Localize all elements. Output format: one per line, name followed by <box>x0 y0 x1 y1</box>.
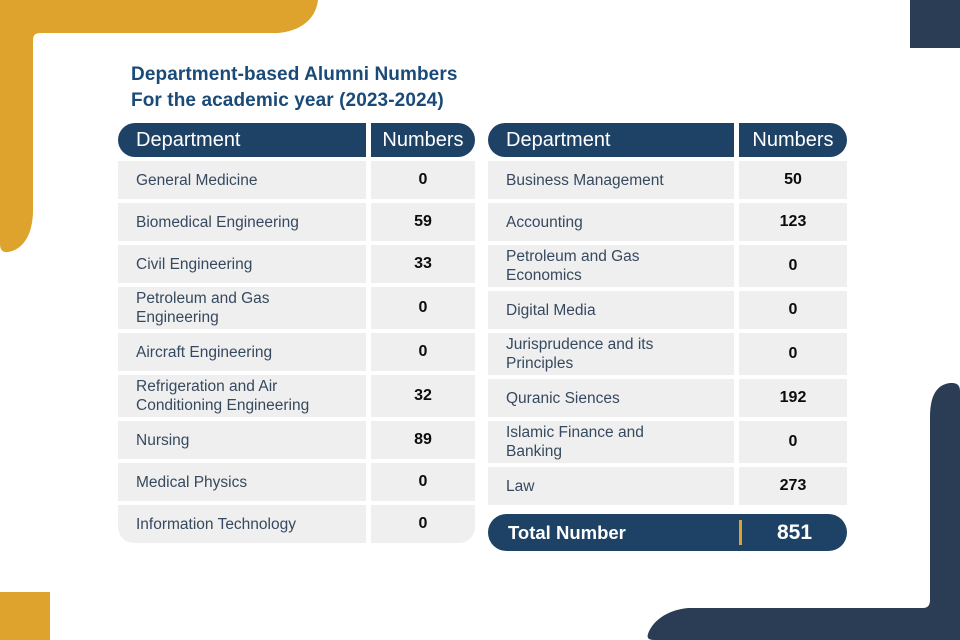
department-cell: Aircraft Engineering <box>118 333 366 371</box>
department-header: Department <box>118 123 366 157</box>
table-row: Petroleum and Gas Economics 0 <box>488 245 847 287</box>
total-row: Total Number 851 <box>488 514 847 551</box>
department-header: Department <box>488 123 734 157</box>
numbers-cell: 59 <box>371 203 475 241</box>
department-cell: Petroleum and Gas Economics <box>488 245 734 287</box>
numbers-cell: 0 <box>371 463 475 501</box>
numbers-header: Numbers <box>739 123 847 157</box>
total-value: 851 <box>776 520 813 544</box>
table-row: Petroleum and Gas Engineering 0 <box>118 287 475 329</box>
corner-accent-bottom-right <box>647 383 960 640</box>
table-row: Refrigeration and Air Conditioning Engin… <box>118 375 475 417</box>
page-title-line2: For the academic year (2023-2024) <box>131 90 444 111</box>
alumni-table-left: Department Numbers General Medicine 0 Bi… <box>118 123 475 543</box>
numbers-cell: 192 <box>739 379 847 417</box>
department-cell: Refrigeration and Air Conditioning Engin… <box>118 375 366 417</box>
department-cell: Jurisprudence and its Principles <box>488 333 734 375</box>
table-row: Biomedical Engineering 59 <box>118 203 475 241</box>
table-row: Jurisprudence and its Principles 0 <box>488 333 847 375</box>
department-cell: Law <box>488 467 734 505</box>
table-row: Accounting 123 <box>488 203 847 241</box>
department-cell: Business Management <box>488 161 734 199</box>
corner-accent-bottom-left <box>0 592 50 640</box>
numbers-cell: 33 <box>371 245 475 283</box>
table-header: Department Numbers <box>118 123 475 157</box>
table-row: Aircraft Engineering 0 <box>118 333 475 371</box>
department-cell: Accounting <box>488 203 734 241</box>
numbers-cell: 123 <box>739 203 847 241</box>
numbers-cell: 0 <box>371 333 475 371</box>
numbers-cell: 32 <box>371 375 475 417</box>
corner-accent-top-right <box>910 0 960 48</box>
alumni-table-right: Department Numbers Business Management 5… <box>488 123 847 551</box>
corner-accent-top-left <box>0 0 318 253</box>
table-row: Law 273 <box>488 467 847 505</box>
table-row: Information Technology 0 <box>118 505 475 543</box>
department-cell: Information Technology <box>118 505 366 543</box>
total-divider <box>739 520 742 545</box>
table-row: Civil Engineering 33 <box>118 245 475 283</box>
page-title-line1: Department-based Alumni Numbers <box>131 64 458 85</box>
department-cell: Digital Media <box>488 291 734 329</box>
numbers-cell: 0 <box>739 245 847 287</box>
numbers-cell: 0 <box>739 421 847 463</box>
table-row: General Medicine 0 <box>118 161 475 199</box>
table-row: Quranic Siences 192 <box>488 379 847 417</box>
numbers-cell: 273 <box>739 467 847 505</box>
department-cell: Medical Physics <box>118 463 366 501</box>
table-row: Islamic Finance and Banking 0 <box>488 421 847 463</box>
table-row: Medical Physics 0 <box>118 463 475 501</box>
department-cell: Civil Engineering <box>118 245 366 283</box>
department-cell: Petroleum and Gas Engineering <box>118 287 366 329</box>
numbers-cell: 50 <box>739 161 847 199</box>
department-cell: Nursing <box>118 421 366 459</box>
numbers-cell: 0 <box>371 287 475 329</box>
department-cell: Quranic Siences <box>488 379 734 417</box>
numbers-cell: 0 <box>371 161 475 199</box>
numbers-cell: 0 <box>739 291 847 329</box>
numbers-cell: 0 <box>739 333 847 375</box>
table-row: Business Management 50 <box>488 161 847 199</box>
table-row: Nursing 89 <box>118 421 475 459</box>
table-row: Digital Media 0 <box>488 291 847 329</box>
page-title: Department-based Alumni Numbers For the … <box>131 62 458 114</box>
total-label: Total Number <box>508 521 626 543</box>
numbers-header: Numbers <box>371 123 475 157</box>
department-cell: General Medicine <box>118 161 366 199</box>
department-cell: Islamic Finance and Banking <box>488 421 734 463</box>
numbers-cell: 0 <box>371 505 475 543</box>
numbers-cell: 89 <box>371 421 475 459</box>
table-header: Department Numbers <box>488 123 847 157</box>
department-cell: Biomedical Engineering <box>118 203 366 241</box>
